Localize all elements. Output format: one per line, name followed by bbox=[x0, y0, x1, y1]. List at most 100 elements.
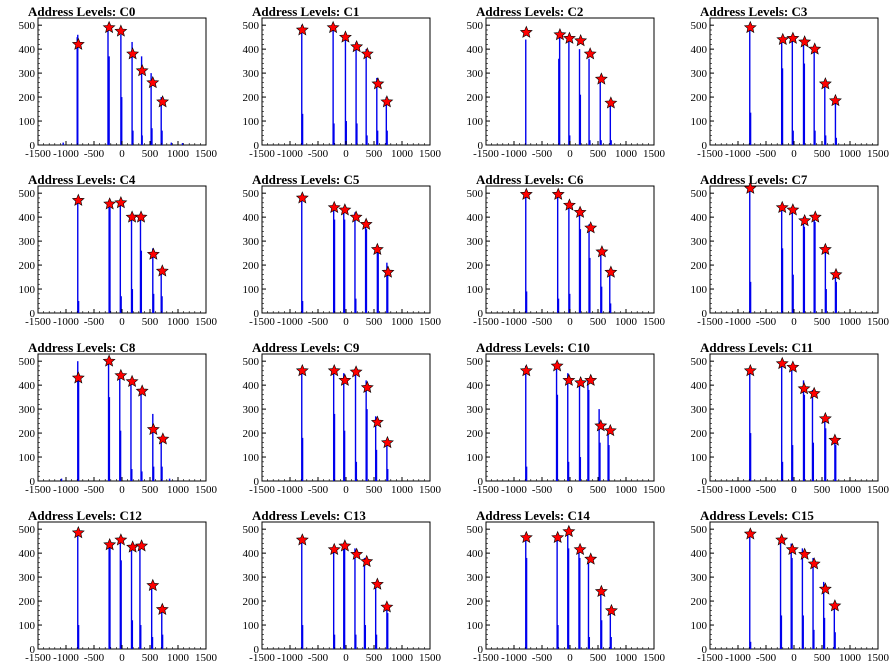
chart-title: Address Levels: C15 bbox=[700, 508, 814, 523]
y-tick-label: 400 bbox=[467, 44, 484, 56]
x-tick-label: -1500 bbox=[473, 316, 499, 328]
peak-marker bbox=[828, 433, 842, 446]
peak-marker bbox=[359, 217, 373, 230]
peak-marker bbox=[71, 371, 85, 384]
chart-panel: Address Levels: C4 -1500 -1000 -500 0 500 1000… bbox=[0, 168, 224, 336]
x-tick-label: -500 bbox=[532, 652, 553, 664]
peak-marker bbox=[371, 77, 385, 90]
x-tick-label: 500 bbox=[590, 316, 607, 328]
chart-panel: Address Levels: C3 -1500 -1000 -500 0 500 1000… bbox=[672, 0, 896, 168]
x-tick-label: 1500 bbox=[419, 652, 442, 664]
peak-marker bbox=[818, 242, 832, 255]
y-tick-label: 500 bbox=[243, 524, 260, 536]
peak-marker bbox=[595, 245, 609, 258]
y-tick-label: 200 bbox=[19, 260, 36, 272]
chart-title: Address Levels: C5 bbox=[252, 172, 360, 187]
peak-marker bbox=[295, 23, 309, 36]
y-tick-label: 100 bbox=[467, 620, 484, 632]
y-tick-label: 300 bbox=[243, 404, 260, 416]
y-tick-label: 100 bbox=[467, 452, 484, 464]
peak-marker bbox=[574, 375, 588, 389]
x-tick-label: -1500 bbox=[25, 652, 51, 664]
peak-marker bbox=[574, 33, 588, 47]
peak-marker bbox=[338, 203, 352, 216]
x-tick-label: 0 bbox=[791, 148, 797, 160]
x-tick-label: 500 bbox=[590, 148, 607, 160]
peak-marker bbox=[71, 37, 85, 50]
peak-marker bbox=[775, 200, 789, 214]
x-tick-label: 500 bbox=[142, 148, 159, 160]
y-tick-label: 0 bbox=[702, 140, 708, 152]
y-tick-label: 200 bbox=[467, 92, 484, 104]
x-tick-label: 1500 bbox=[867, 652, 890, 664]
x-tick-label: -1500 bbox=[25, 148, 51, 160]
peak-marker bbox=[146, 422, 160, 435]
peak-marker bbox=[828, 93, 842, 107]
chart-plot: -1500 -1000 -500 0 500 1000 1500 0 100 200 300 400 5… bbox=[691, 181, 890, 328]
y-tick-label: 200 bbox=[19, 92, 36, 104]
chart-title: Address Levels: C8 bbox=[28, 340, 136, 355]
peak-marker bbox=[146, 247, 160, 260]
x-tick-label: -1500 bbox=[249, 484, 275, 496]
chart-plot: -1500 -1000 -500 0 500 1000 1500 0 100 200 300 400 5… bbox=[19, 521, 218, 664]
y-tick-label: 100 bbox=[243, 284, 260, 296]
x-tick-label: 1500 bbox=[867, 316, 890, 328]
peak-marker bbox=[818, 411, 832, 425]
x-tick-label: 0 bbox=[791, 316, 797, 328]
y-tick-label: 0 bbox=[478, 476, 484, 488]
y-tick-label: 400 bbox=[467, 548, 484, 560]
chart-title: Address Levels: C2 bbox=[476, 4, 584, 19]
x-tick-label: -1000 bbox=[53, 652, 79, 664]
x-tick-label: 1000 bbox=[615, 148, 638, 160]
peak-marker bbox=[155, 264, 169, 277]
peak-marker bbox=[786, 203, 800, 216]
y-tick-label: 100 bbox=[467, 284, 484, 296]
chart-panel: Address Levels: C13 -1500 -1000 -500 0 500 100… bbox=[224, 504, 448, 672]
x-tick-label: 500 bbox=[366, 484, 383, 496]
x-tick-label: 1000 bbox=[839, 652, 862, 664]
plot-frame bbox=[485, 353, 655, 482]
peak-marker bbox=[350, 39, 364, 53]
x-tick-label: 1000 bbox=[167, 652, 190, 664]
x-tick-label: 1500 bbox=[643, 316, 666, 328]
x-tick-label: -500 bbox=[308, 316, 329, 328]
peak-marker bbox=[775, 533, 789, 546]
x-tick-label: 1500 bbox=[419, 484, 442, 496]
y-tick-label: 200 bbox=[243, 428, 260, 440]
chart-plot: -1500 -1000 -500 0 500 1000 1500 0 100 200 300 400 5… bbox=[691, 17, 890, 160]
y-tick-label: 500 bbox=[691, 188, 708, 200]
peak-marker bbox=[594, 72, 608, 85]
chart-title: Address Levels: C10 bbox=[476, 340, 590, 355]
x-tick-label: 0 bbox=[119, 316, 125, 328]
x-tick-label: 1000 bbox=[167, 148, 190, 160]
chart-plot: -1500 -1000 -500 0 500 1000 1500 0 100 200 300 400 5… bbox=[19, 353, 218, 496]
y-tick-label: 500 bbox=[19, 356, 36, 368]
y-tick-label: 200 bbox=[691, 260, 708, 272]
x-tick-label: -500 bbox=[756, 148, 777, 160]
chart-panel: Address Levels: C6 -1500 -1000 -500 0 500 1000… bbox=[448, 168, 672, 336]
peak-marker bbox=[146, 578, 160, 591]
x-tick-label: 1500 bbox=[643, 484, 666, 496]
y-tick-label: 400 bbox=[243, 212, 260, 224]
peak-marker bbox=[327, 200, 341, 214]
x-tick-label: -1500 bbox=[249, 316, 275, 328]
peak-marker bbox=[807, 386, 821, 400]
peak-marker bbox=[295, 533, 309, 546]
y-tick-label: 200 bbox=[691, 428, 708, 440]
chart-panel: Address Levels: C15 -1500 -1000 -500 0 500 100… bbox=[672, 504, 896, 672]
x-tick-label: 0 bbox=[119, 148, 125, 160]
x-tick-label: 0 bbox=[567, 316, 573, 328]
peak-marker bbox=[349, 210, 363, 223]
peak-marker bbox=[103, 197, 117, 210]
y-tick-label: 100 bbox=[691, 116, 708, 128]
y-tick-label: 300 bbox=[19, 404, 36, 416]
x-tick-label: 0 bbox=[567, 148, 573, 160]
x-tick-label: 1000 bbox=[391, 316, 414, 328]
x-tick-label: 1500 bbox=[195, 484, 218, 496]
x-tick-label: -1000 bbox=[53, 316, 79, 328]
peak-marker bbox=[818, 77, 832, 90]
chart-title: Address Levels: C12 bbox=[28, 508, 142, 523]
y-tick-label: 500 bbox=[467, 524, 484, 536]
x-tick-label: 500 bbox=[142, 484, 159, 496]
